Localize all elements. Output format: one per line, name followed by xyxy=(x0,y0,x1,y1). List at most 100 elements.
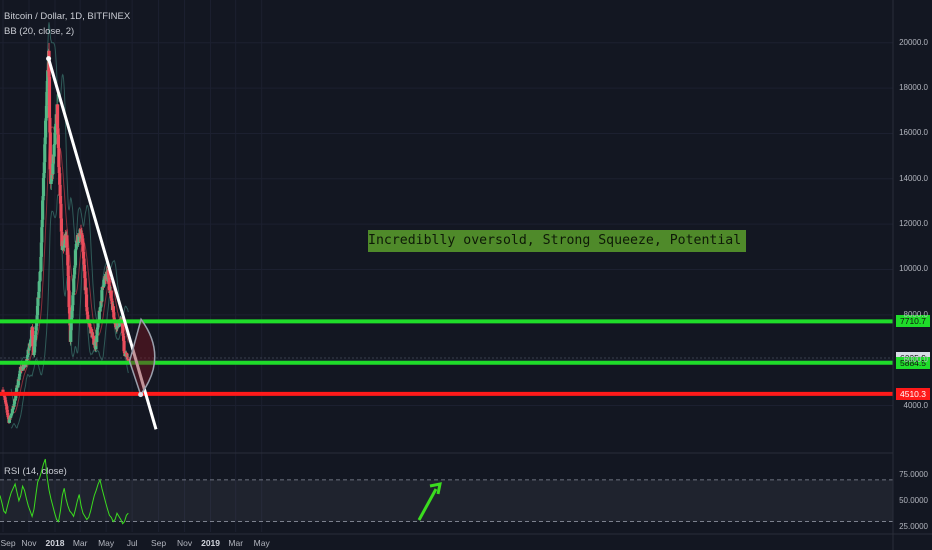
candle-body xyxy=(82,258,86,265)
candle-body xyxy=(16,385,20,388)
candle-body xyxy=(107,277,111,285)
trendline-anchor xyxy=(46,56,52,62)
candle-body xyxy=(55,104,60,129)
candle-body xyxy=(44,105,49,119)
indicator-rsi-label[interactable]: RSI (14, close) xyxy=(4,466,67,477)
candle-body xyxy=(35,315,39,321)
time-tick-label: Jul xyxy=(126,538,138,548)
rsi-tick-label: 75.0000 xyxy=(899,469,928,479)
candle-body xyxy=(53,126,58,133)
candle-body xyxy=(67,290,71,308)
candle-body xyxy=(65,235,69,248)
candle-body xyxy=(66,254,70,266)
candle-body xyxy=(56,134,61,149)
candle-body xyxy=(124,353,129,355)
candle-body xyxy=(47,76,52,118)
candle-body xyxy=(69,322,73,331)
candle-body xyxy=(30,327,35,337)
candle-body xyxy=(60,231,64,247)
candle-body xyxy=(106,270,110,278)
candle-body xyxy=(74,243,78,249)
annotation-note[interactable]: Incrediblly oversold, Strong Squeeze, Po… xyxy=(368,230,746,252)
candle-body xyxy=(96,321,100,328)
candle-body xyxy=(6,412,10,416)
candle-body xyxy=(87,323,92,325)
candle-body xyxy=(92,336,96,345)
candle-body xyxy=(12,403,16,407)
price-tick-label: 20000.0 xyxy=(899,37,928,47)
candle-body xyxy=(66,265,70,276)
rsi-line xyxy=(0,458,129,525)
candle-body xyxy=(71,295,75,306)
candle-body xyxy=(101,285,106,288)
candle-body xyxy=(40,227,44,243)
candle-body xyxy=(83,271,87,279)
price-tick-label: 8000.0 xyxy=(903,309,928,319)
candle-body xyxy=(16,379,20,386)
candle-body xyxy=(26,349,30,355)
candle-body xyxy=(51,154,55,164)
candle-body xyxy=(112,312,116,318)
time-tick-label: Nov xyxy=(21,538,37,548)
candle-body xyxy=(73,267,77,275)
candle-body xyxy=(40,219,44,228)
candle-body xyxy=(6,415,10,418)
candles xyxy=(1,43,130,424)
candle-body xyxy=(61,245,65,250)
candle-body xyxy=(81,238,85,243)
candle-body xyxy=(38,271,42,281)
candle-body xyxy=(57,148,61,168)
projection-arc xyxy=(128,317,156,397)
rsi-tick-label: 25.0000 xyxy=(899,521,928,531)
candle-body xyxy=(41,196,45,201)
candle-body xyxy=(112,317,116,322)
candle-body xyxy=(95,329,99,336)
price-tick-label: 12000.0 xyxy=(899,219,928,229)
candle-body xyxy=(62,245,66,248)
time-tick-label: Sep xyxy=(151,538,167,548)
candle-body xyxy=(34,330,38,335)
candle-body xyxy=(98,307,102,312)
candle-body xyxy=(101,286,105,288)
candle-body xyxy=(10,412,14,414)
candle-body xyxy=(13,398,17,401)
candle-body xyxy=(38,280,42,282)
candle-body xyxy=(15,387,19,392)
candle-body xyxy=(3,400,8,403)
candle-body xyxy=(21,366,25,370)
candle-body xyxy=(52,144,57,146)
symbol-title[interactable]: Bitcoin / Dollar, 1D, BITFINEX xyxy=(4,11,131,22)
price-badge: 5884.5 xyxy=(896,356,930,369)
indicator-bb-label[interactable]: BB (20, close, 2) xyxy=(4,26,75,37)
candle-body xyxy=(113,322,118,325)
candle-body xyxy=(43,137,47,145)
candle-body xyxy=(45,91,49,106)
candle-body xyxy=(33,340,37,347)
candle-body xyxy=(94,341,98,350)
candle-body xyxy=(28,342,32,347)
candle-body xyxy=(1,389,5,393)
candle-body xyxy=(81,251,86,259)
candle-body xyxy=(42,162,46,174)
candle-body xyxy=(122,351,127,354)
candle-body xyxy=(50,173,54,179)
candle-body xyxy=(81,242,85,252)
candle-body xyxy=(23,366,27,368)
candle-body xyxy=(72,278,76,293)
candle-body xyxy=(37,291,41,299)
candle-body xyxy=(65,247,69,255)
candle-body xyxy=(50,173,55,175)
candle-body xyxy=(35,305,40,316)
candle-body xyxy=(11,406,15,410)
candle-body xyxy=(87,322,91,324)
time-tick-label: Nov xyxy=(176,538,193,548)
candle-body xyxy=(118,323,122,325)
candle-body xyxy=(99,301,104,303)
candle-body xyxy=(85,311,89,315)
candle-body xyxy=(110,298,114,301)
candle-body xyxy=(5,409,9,413)
candle-body xyxy=(121,333,125,336)
grid xyxy=(0,0,893,532)
